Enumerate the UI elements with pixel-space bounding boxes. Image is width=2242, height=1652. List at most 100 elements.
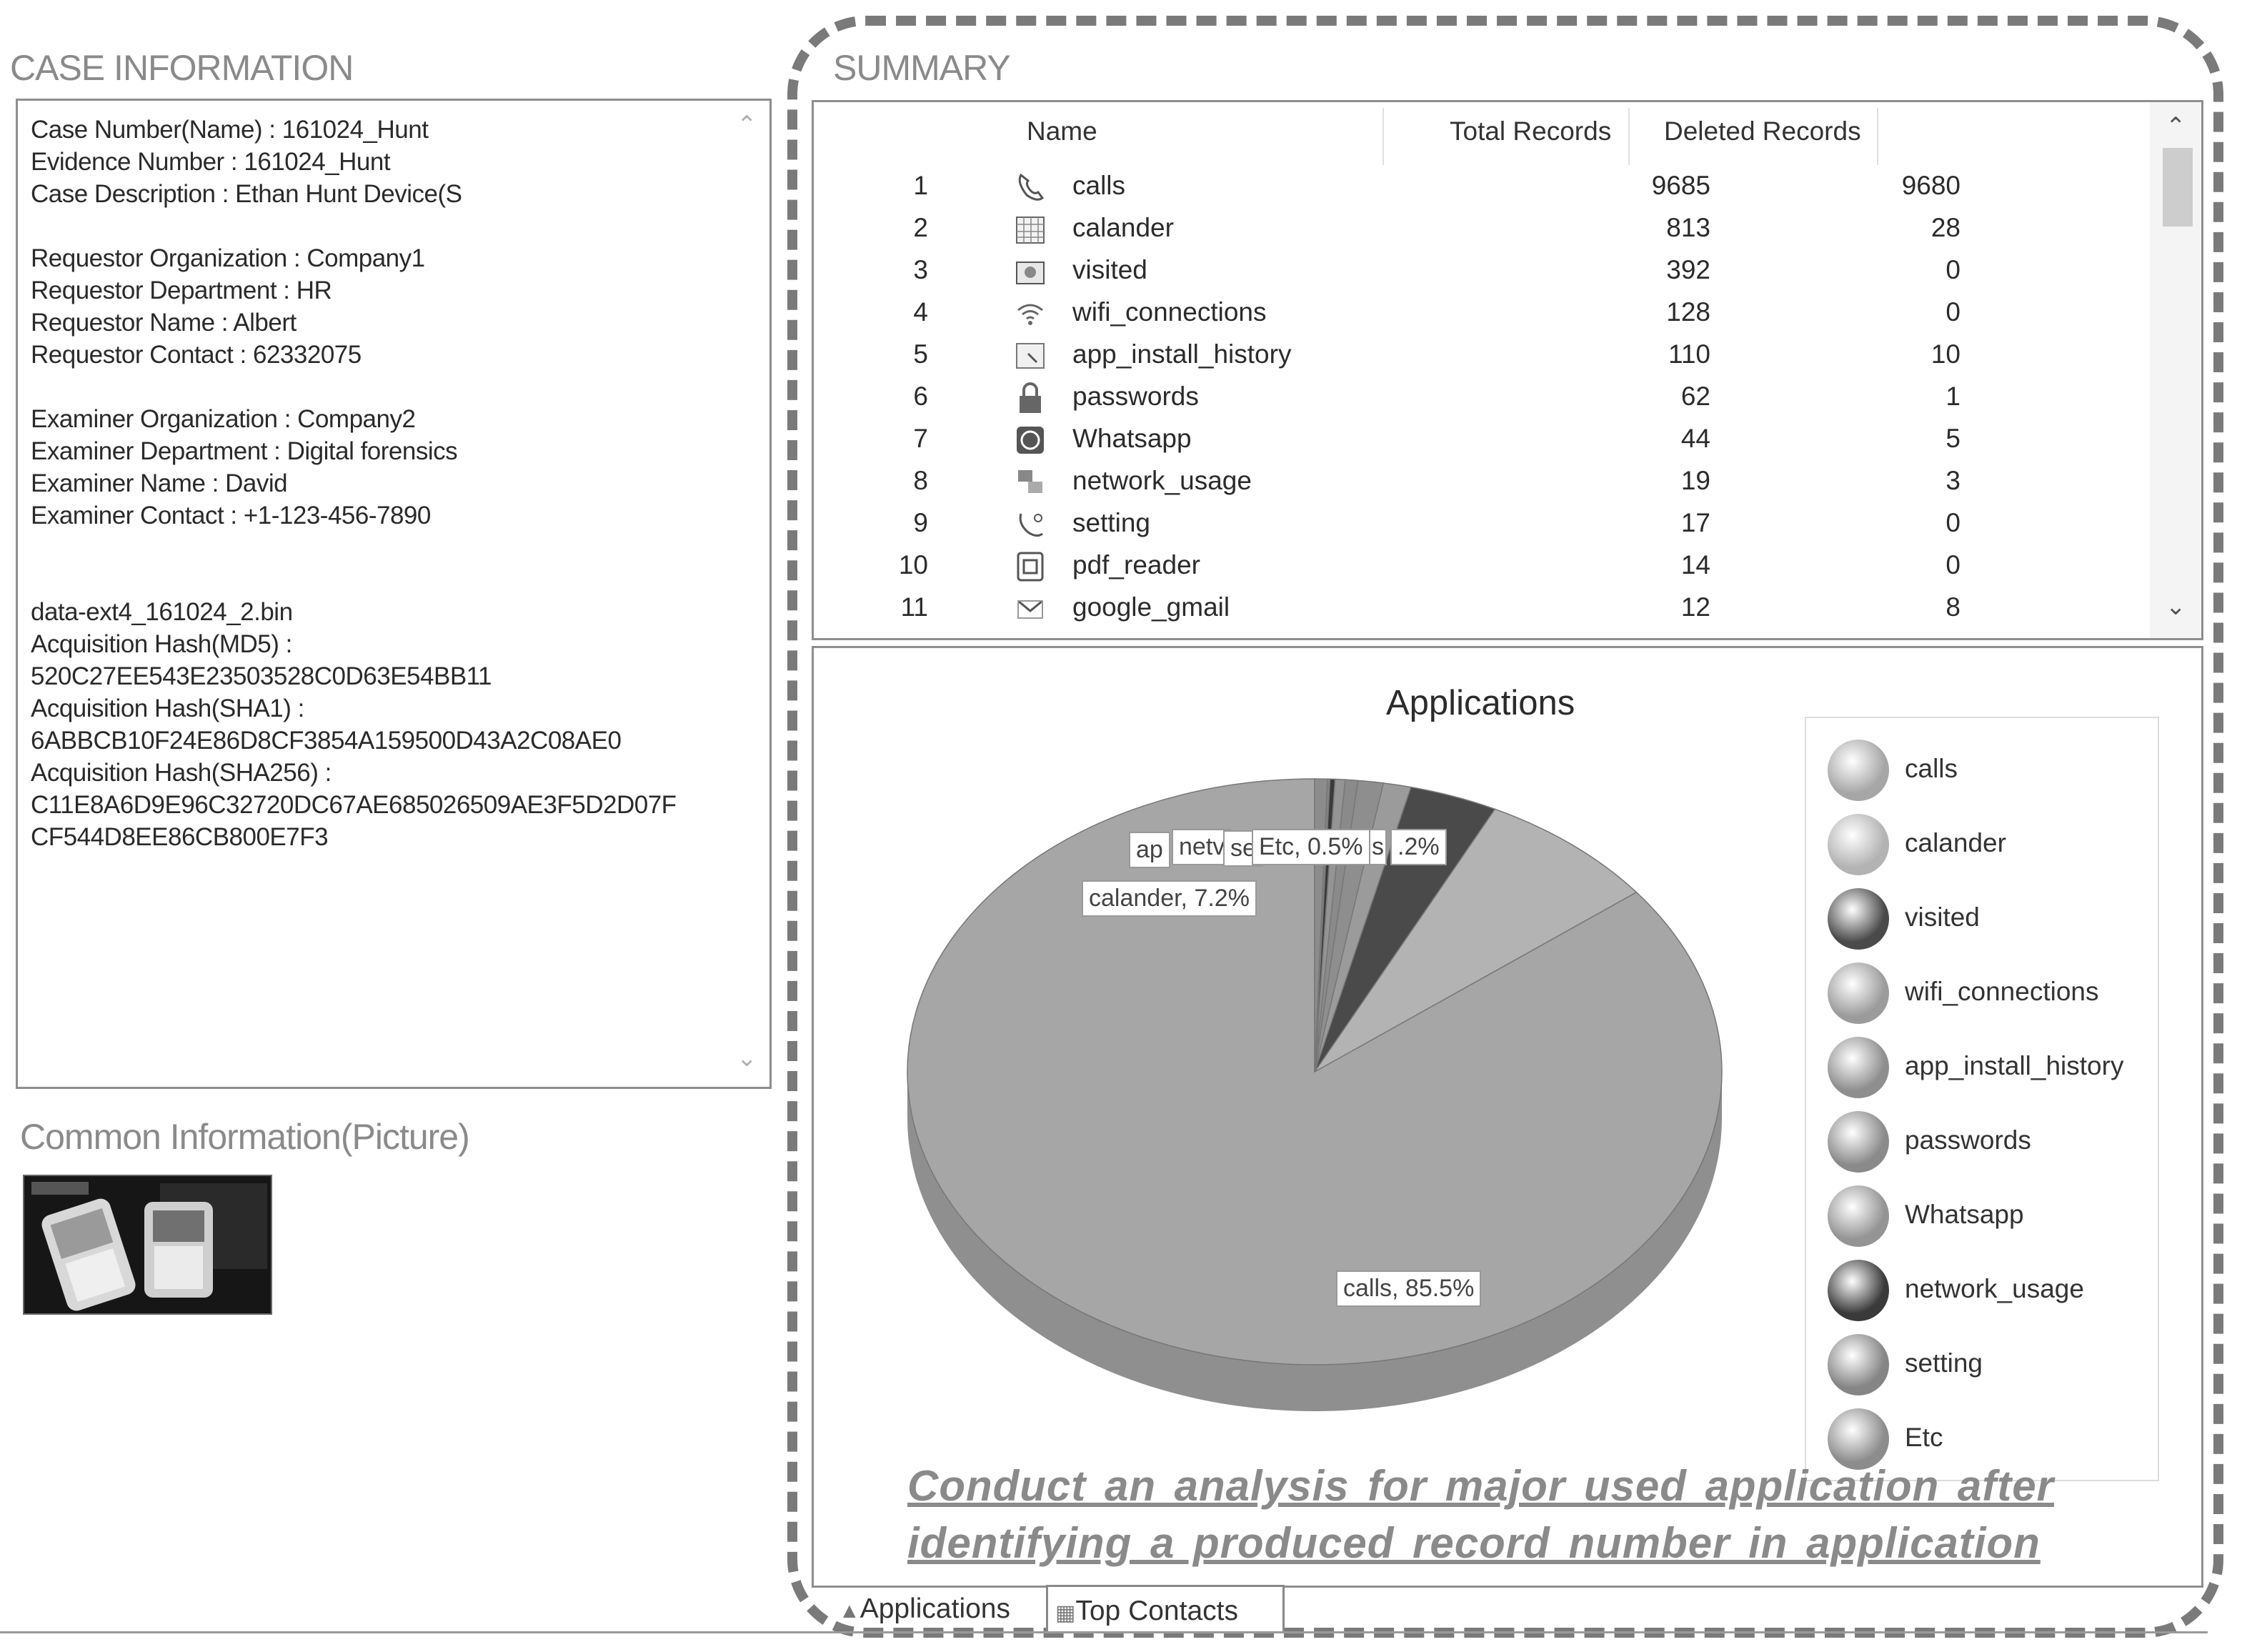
legend-swatch <box>1828 962 1889 1024</box>
tab-applications[interactable]: ▲Applications <box>839 1593 1010 1624</box>
row-total-records: 128 <box>1666 297 1710 327</box>
column-header-name[interactable]: Name <box>1027 116 1097 146</box>
case-info-line: Examiner Name : David <box>31 469 288 497</box>
legend-swatch <box>1828 814 1889 875</box>
case-info-line: Examiner Contact : +1-123-456-7890 <box>31 502 431 529</box>
row-deleted-records: 10 <box>1930 339 1960 369</box>
row-index: 5 <box>913 339 928 369</box>
tab-top-contacts[interactable]: ▦Top Contacts <box>1046 1585 1285 1632</box>
legend-label: setting <box>1905 1348 1983 1378</box>
row-total-records: 392 <box>1666 255 1710 284</box>
row-name: calls <box>1072 171 1126 200</box>
row-total-records: 9685 <box>1651 171 1710 200</box>
callout-calander: calander, 7.2% <box>1082 880 1257 917</box>
row-name: passwords <box>1072 382 1199 411</box>
case-information-textbox[interactable]: Case Number(Name) : 161024_Hunt Evidence … <box>16 99 772 1089</box>
row-deleted-records: 9680 <box>1901 171 1960 200</box>
table-row[interactable]: 4 wifi_connections 128 0 <box>814 297 2157 339</box>
caption-line-2: identifying a produced record number in … <box>907 1519 2041 1567</box>
row-name: pdf_reader <box>1072 550 1200 579</box>
column-header-deleted-records[interactable]: Deleted Records <box>1664 116 1861 146</box>
row-deleted-records: 8 <box>1945 592 1960 622</box>
row-index: 11 <box>900 592 928 622</box>
table-row[interactable]: 9 setting 17 0 <box>814 508 2157 550</box>
table-row[interactable]: 6 passwords 62 1 <box>814 382 2157 424</box>
network-icon <box>1018 470 1042 493</box>
caption-line-1: Conduct an analysis for major used appli… <box>907 1462 2054 1510</box>
callout-app-install: ap <box>1129 832 1170 868</box>
callout-percent: .2% <box>1390 829 1447 865</box>
row-total-records: 19 <box>1680 466 1710 495</box>
callout-network: netv <box>1172 829 1232 865</box>
annotation-caption: Conduct an analysis for major used appli… <box>907 1458 2054 1572</box>
callout-small-s: s <box>1369 829 1387 865</box>
row-deleted-records: 5 <box>1945 424 1960 453</box>
row-total-records: 44 <box>1680 424 1710 453</box>
scroll-up-icon[interactable]: ⌃ <box>2166 113 2186 140</box>
scroll-down-icon[interactable]: ⌄ <box>2166 593 2186 620</box>
table-row[interactable]: 7 Whatsapp 44 5 <box>814 424 2157 466</box>
legend-swatch <box>1828 1185 1889 1247</box>
legend-swatch <box>1828 1037 1889 1098</box>
legend-swatch <box>1828 740 1889 801</box>
row-total-records: 62 <box>1680 382 1710 411</box>
case-info-line: Requestor Organization : Company1 <box>31 244 425 272</box>
row-index: 3 <box>913 255 928 284</box>
install-icon <box>1016 343 1045 369</box>
row-index: 2 <box>913 213 928 242</box>
legend-label: network_usage <box>1905 1274 2084 1303</box>
row-index: 9 <box>913 508 928 537</box>
legend-label: Whatsapp <box>1905 1200 2024 1229</box>
table-row[interactable]: 10 pdf_reader 14 0 <box>814 550 2157 592</box>
pie-slice-calls[interactable] <box>907 778 1723 1365</box>
legend-label: visited <box>1905 902 1980 932</box>
legend-swatch <box>1828 1408 1889 1470</box>
row-deleted-records: 0 <box>1945 508 1960 537</box>
pdf-icon <box>1017 552 1044 582</box>
case-info-line: Examiner Department : Digital forensics <box>31 437 458 465</box>
row-name: calander <box>1072 213 1174 242</box>
callout-calls: calls, 85.5% <box>1336 1270 1482 1307</box>
legend-swatch <box>1828 1334 1889 1395</box>
scrollbar-thumb[interactable] <box>2163 148 2193 227</box>
evidence-picture[interactable] <box>23 1175 272 1315</box>
table-row[interactable]: 5 app_install_history 110 10 <box>814 339 2157 382</box>
case-info-line: Case Number(Name) : 161024_Hunt <box>31 116 429 144</box>
status-divider <box>0 1631 2208 1633</box>
legend-swatch <box>1828 1260 1889 1321</box>
settings-icon <box>1019 513 1043 537</box>
row-name: google_gmail <box>1072 592 1230 622</box>
case-info-line: 520C27EE543E23503528C0D63E54BB11 <box>31 662 492 690</box>
case-info-spacer <box>31 532 709 564</box>
row-index: 6 <box>913 382 928 411</box>
row-deleted-records: 3 <box>1945 466 1960 495</box>
row-total-records: 17 <box>1680 508 1710 537</box>
pie-side <box>907 1072 1722 1411</box>
chart-tab-icon: ▲ <box>839 1599 860 1623</box>
callout-etc: Etc, 0.5% <box>1252 829 1370 865</box>
scroll-down-icon[interactable]: ⌄ <box>737 1045 757 1072</box>
chart-legend: calls calander visited wifi_connections app_… <box>1805 717 2159 1481</box>
table-row[interactable]: 1 calls 9685 9680 <box>814 171 2157 213</box>
row-total-records: 110 <box>1668 339 1710 369</box>
lock-icon <box>1020 382 1041 413</box>
scroll-up-icon[interactable]: ⌃ <box>737 111 757 139</box>
table-row[interactable]: 2 calander 813 28 <box>814 213 2157 255</box>
table-scrollbar[interactable]: ⌃ ⌄ <box>2150 102 2201 638</box>
table-row[interactable]: 11 google_gmail 12 8 <box>814 592 2157 635</box>
pie-slice-calander[interactable] <box>1314 808 1638 1073</box>
table-row[interactable]: 8 network_usage 19 3 <box>814 466 2157 508</box>
case-info-line: Requestor Department : HR <box>31 277 332 304</box>
row-deleted-records: 0 <box>1945 255 1960 284</box>
case-information-title: CASE INFORMATION <box>10 48 354 88</box>
row-index: 1 <box>913 171 928 200</box>
mail-icon <box>1017 599 1043 619</box>
table-row[interactable]: 3 visited 392 0 <box>814 255 2157 297</box>
legend-label: calls <box>1905 754 1958 783</box>
case-info-spacer <box>31 371 709 403</box>
column-header-total-records[interactable]: Total Records <box>1450 116 1612 146</box>
row-index: 10 <box>898 550 928 579</box>
summary-table[interactable]: Name Total Records Deleted Records 1 call… <box>812 100 2203 640</box>
pie-chart <box>907 778 1723 1411</box>
common-information-title: Common Information(Picture) <box>20 1117 470 1157</box>
